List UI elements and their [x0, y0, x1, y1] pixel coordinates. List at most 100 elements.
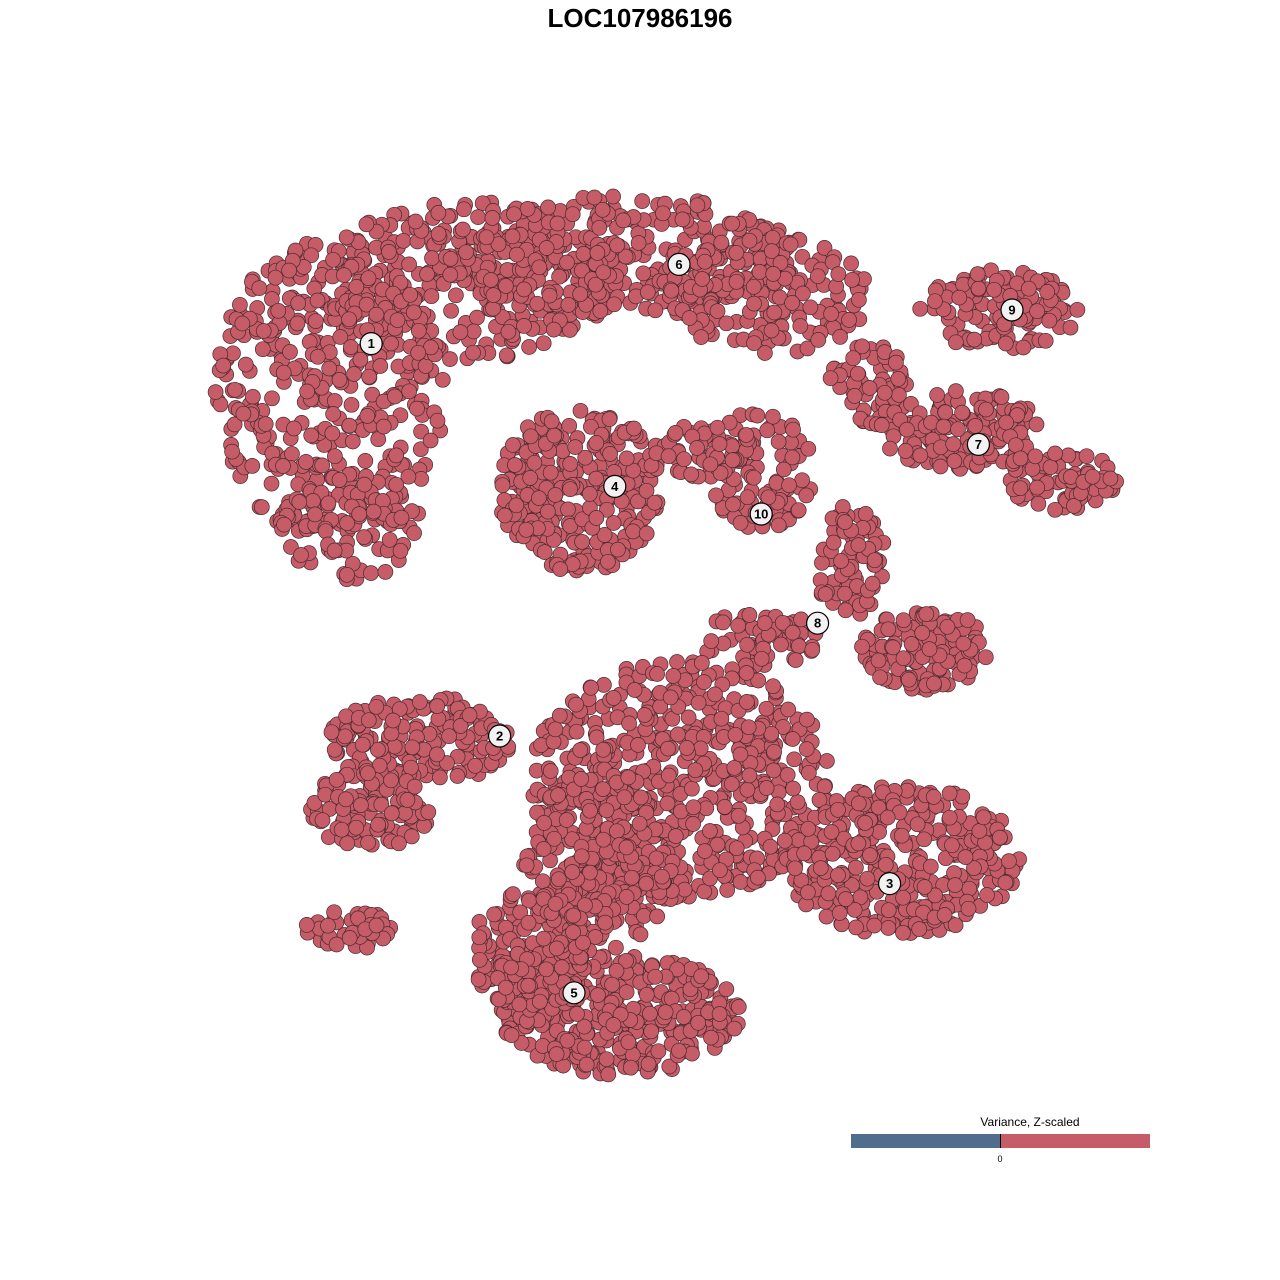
data-point [383, 772, 399, 789]
data-point [647, 302, 664, 319]
data-point [576, 1039, 593, 1056]
data-point [716, 799, 733, 815]
data-point [344, 433, 361, 450]
data-point [798, 487, 815, 504]
data-point [542, 464, 559, 481]
data-point [357, 453, 374, 469]
data-point [363, 565, 379, 581]
data-point [403, 759, 419, 776]
data-point [471, 929, 488, 946]
data-point [483, 272, 499, 288]
points-layer [207, 188, 1124, 1083]
data-point [505, 886, 521, 902]
data-point [320, 917, 336, 934]
data-point [358, 296, 375, 313]
data-point [895, 612, 912, 629]
data-point [638, 875, 655, 892]
data-point [293, 547, 309, 563]
data-point [409, 400, 425, 417]
data-point [667, 425, 684, 441]
data-point [657, 1004, 674, 1020]
data-point [392, 542, 409, 559]
data-point [351, 506, 368, 522]
data-point [997, 335, 1014, 352]
data-point [911, 921, 928, 937]
data-point [635, 265, 652, 282]
cluster-label-4: 4 [603, 474, 627, 498]
data-point [456, 201, 472, 218]
data-point [676, 451, 692, 468]
data-point [986, 281, 1002, 298]
data-point [727, 726, 744, 743]
cluster-label-text: 9 [1008, 303, 1015, 318]
data-point [895, 924, 911, 941]
data-point [401, 256, 417, 273]
data-point [708, 487, 724, 504]
data-point [1069, 301, 1086, 318]
data-point [298, 454, 314, 470]
data-point [787, 652, 804, 668]
data-point [404, 739, 421, 756]
data-point [327, 448, 343, 465]
data-point [850, 835, 867, 852]
data-point [760, 489, 777, 506]
data-point [784, 731, 801, 747]
data-point [1042, 459, 1059, 476]
data-point [548, 940, 565, 957]
data-point [562, 456, 579, 472]
data-point [897, 443, 914, 459]
data-point [935, 418, 952, 435]
data-point [346, 366, 362, 382]
data-point [553, 959, 570, 976]
data-point [650, 1043, 667, 1060]
data-point [947, 877, 963, 893]
data-point [442, 351, 458, 367]
data-point [559, 254, 575, 271]
data-point [368, 698, 385, 715]
data-point [263, 475, 280, 492]
data-point [978, 401, 994, 418]
data-point [970, 280, 987, 297]
data-point [458, 244, 474, 261]
data-point [836, 585, 853, 602]
data-point [702, 456, 719, 473]
data-point [326, 393, 343, 409]
data-point [837, 602, 854, 619]
data-point [309, 292, 326, 309]
data-point [1047, 501, 1063, 518]
data-point [264, 390, 280, 407]
data-point [1039, 284, 1056, 300]
data-point [816, 778, 833, 795]
data-point [448, 287, 464, 304]
chart-title: LOC107986196 [547, 3, 733, 33]
data-point [434, 371, 451, 388]
data-point [521, 339, 537, 355]
data-point [800, 440, 817, 457]
data-point [541, 287, 558, 304]
data-point [799, 711, 815, 728]
data-point [609, 237, 625, 254]
data-point [730, 617, 747, 634]
data-point [732, 874, 749, 890]
data-point [591, 219, 608, 236]
data-point [738, 665, 755, 681]
data-point [696, 674, 712, 690]
data-point [540, 503, 556, 520]
data-point [494, 477, 511, 494]
data-point [469, 309, 485, 326]
data-point [649, 666, 665, 682]
cluster-label-text: 6 [675, 257, 682, 272]
data-point [542, 763, 559, 779]
data-point [667, 828, 684, 844]
data-point [568, 696, 584, 713]
data-point [789, 794, 806, 810]
data-point [383, 335, 399, 352]
data-point [998, 414, 1014, 431]
data-point [630, 235, 647, 251]
cluster-label-10: 10 [749, 502, 773, 526]
data-point [690, 694, 707, 711]
data-point [500, 323, 517, 340]
data-point [912, 447, 929, 464]
data-point [926, 675, 942, 692]
data-point [732, 515, 749, 531]
